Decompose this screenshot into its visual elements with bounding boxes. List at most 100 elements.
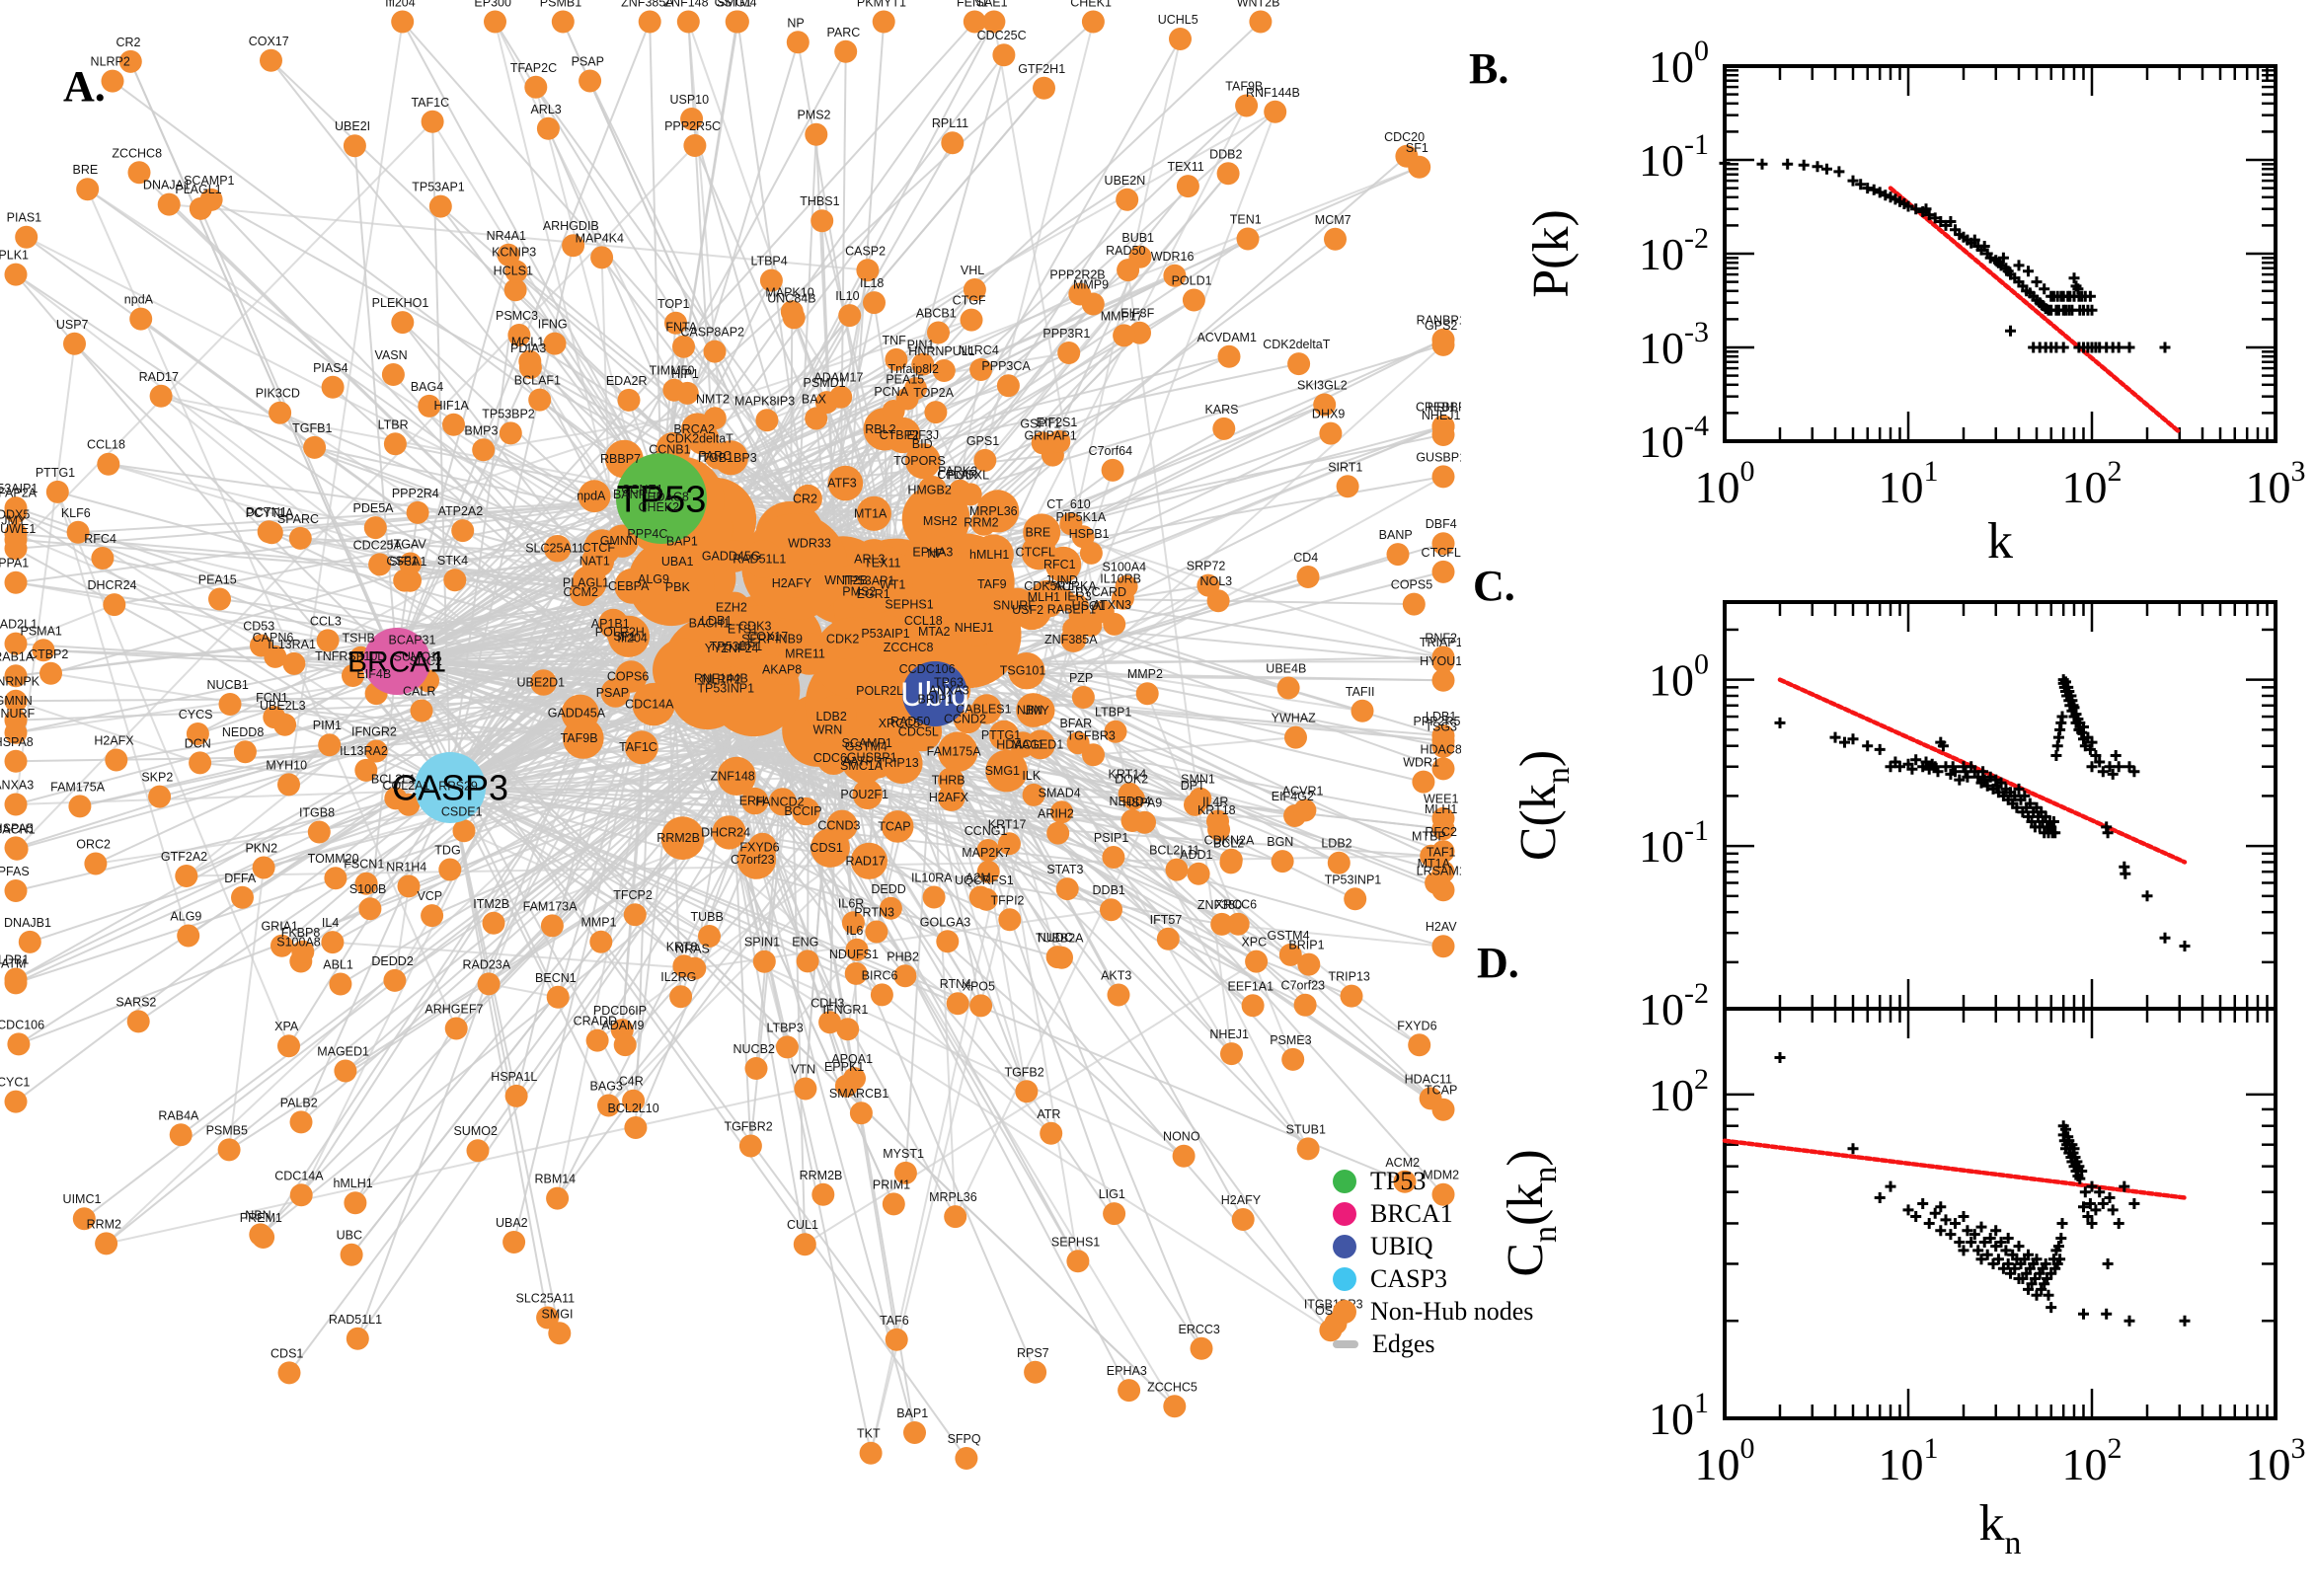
network-node-label: H2AFY bbox=[1221, 1193, 1262, 1207]
network-node-label: EDA2R bbox=[606, 374, 648, 388]
network-node bbox=[944, 1205, 966, 1228]
network-node bbox=[618, 389, 641, 412]
network-node-label: TOMM20 bbox=[308, 852, 359, 866]
network-node bbox=[1033, 77, 1055, 100]
network-node-label: PARC bbox=[826, 26, 860, 39]
network-node bbox=[1277, 677, 1300, 700]
network-node-label: SARS2 bbox=[116, 995, 156, 1009]
network-node-label: SUMO2 bbox=[453, 1124, 498, 1138]
network-node-label: PTTG1 bbox=[36, 466, 75, 480]
network-node-label: USP10 bbox=[669, 93, 709, 107]
network-node-label: DCN bbox=[185, 736, 211, 750]
scatter-point bbox=[1875, 744, 1886, 755]
network-node-label: TNFRSF10D bbox=[315, 649, 386, 663]
network-node bbox=[1408, 156, 1430, 179]
node-swatch-icon bbox=[1333, 1300, 1356, 1324]
network-node-label: Ifi204 bbox=[385, 0, 416, 10]
network-node bbox=[1117, 259, 1139, 281]
network-node bbox=[63, 333, 86, 355]
network-node bbox=[150, 385, 173, 408]
network-node-label: KRT14 bbox=[1109, 768, 1147, 782]
network-node-label: GOLGA3 bbox=[920, 915, 970, 929]
network-node bbox=[1188, 863, 1210, 885]
network-node-label: MSH2 bbox=[923, 514, 958, 528]
network-node bbox=[1015, 1080, 1038, 1102]
network-node bbox=[391, 11, 414, 34]
network-node bbox=[992, 43, 1015, 66]
network-node bbox=[1100, 898, 1122, 921]
network-node-label: CYC1 bbox=[0, 1076, 30, 1090]
network-node-label: FEN1 bbox=[957, 0, 988, 10]
network-node-label: IL2RG bbox=[660, 970, 696, 984]
y-tick-label: 10-2 bbox=[1639, 222, 1709, 279]
scatter-point bbox=[1903, 1204, 1914, 1215]
y-tick-label: 10-1 bbox=[1639, 814, 1709, 872]
x-tick-label: 101 bbox=[1879, 1432, 1939, 1489]
network-node-label: CDC5L bbox=[898, 724, 939, 738]
network-node-label: RPS29 bbox=[438, 780, 478, 794]
network-node-label: UNC84B bbox=[767, 291, 815, 305]
network-node bbox=[231, 886, 254, 909]
network-node-label: MMP17 bbox=[1101, 309, 1143, 323]
network-node-label: PSME3 bbox=[1270, 1033, 1311, 1047]
network-node-label: FAM173A bbox=[523, 899, 579, 913]
network-node-label: PMS2 bbox=[797, 109, 830, 122]
network-node-label: H2AFX bbox=[929, 791, 969, 804]
network-node-label: NAT1 bbox=[579, 555, 610, 569]
network-node bbox=[1432, 935, 1455, 957]
network-node-label: IL6 bbox=[846, 924, 863, 938]
network-node-label: BRE bbox=[1026, 525, 1051, 539]
network-node-label: SERPINB9 bbox=[741, 632, 803, 646]
network-node-label: TAF1C bbox=[411, 96, 449, 110]
network-node bbox=[318, 733, 341, 756]
network-node bbox=[669, 985, 692, 1008]
network-node-label: POLD1 bbox=[1172, 274, 1212, 288]
network-node-label: PIAS1 bbox=[7, 211, 41, 225]
network-node bbox=[941, 131, 964, 154]
network-node bbox=[1232, 1208, 1255, 1231]
network-node bbox=[1249, 11, 1272, 34]
network-node-label: HYOU1 bbox=[1420, 654, 1461, 668]
network-node bbox=[1297, 1137, 1320, 1160]
network-node-label: EZH2 bbox=[716, 600, 747, 614]
network-node-label: CR2 bbox=[793, 492, 817, 505]
network-node-label: COPS6 bbox=[607, 670, 649, 684]
x-tick-label: 100 bbox=[1695, 455, 1755, 512]
network-node bbox=[961, 309, 983, 332]
network-node-label: PKN2 bbox=[245, 842, 277, 856]
network-node-label: ORC2 bbox=[76, 838, 111, 852]
fit-line bbox=[1891, 189, 2180, 432]
network-node-label: FCN1 bbox=[256, 691, 288, 705]
y-axis-title-C: C(kn​) bbox=[1510, 750, 1577, 861]
y-tick-label: 10-3 bbox=[1639, 316, 1709, 373]
network-node bbox=[998, 908, 1021, 931]
network-node-label: TRIP13 bbox=[877, 756, 918, 770]
network-node-label: PEA15 bbox=[886, 373, 924, 387]
network-node-label: GTF2H1 bbox=[1018, 62, 1065, 76]
network-node-label: PSAP bbox=[596, 686, 629, 700]
network-node-label: TP63 bbox=[934, 676, 964, 690]
axis-frame bbox=[1725, 602, 2276, 1009]
network-node-label: VCP bbox=[417, 889, 442, 903]
network-node-label: EIF3J bbox=[906, 428, 939, 442]
network-node-label: RABEP1 bbox=[1047, 603, 1096, 617]
scatter-point bbox=[2160, 933, 2171, 944]
network-node bbox=[384, 432, 407, 455]
network-node bbox=[500, 421, 522, 444]
network-node-label: GTF2A2 bbox=[161, 850, 207, 864]
network-node-label: HCLS1 bbox=[494, 264, 533, 277]
network-node bbox=[278, 1361, 301, 1384]
network-node-label: NEDD8 bbox=[222, 725, 264, 739]
network-node-label: BAP1 bbox=[896, 1406, 928, 1420]
scatter-point bbox=[2105, 1192, 2116, 1203]
network-node-label: PDIA3 bbox=[510, 342, 546, 355]
network-node-label: SPARC bbox=[277, 512, 319, 526]
network-node-label: ENG bbox=[792, 935, 818, 949]
network-node-label: UBA2 bbox=[496, 1216, 528, 1230]
network-node-label: LDB2 bbox=[1321, 837, 1351, 851]
network-node-label: KLF6 bbox=[61, 506, 91, 520]
network-node bbox=[290, 1183, 313, 1206]
network-node-label: DHCR24 bbox=[87, 578, 136, 592]
network-node-label: CCL3 bbox=[310, 614, 342, 628]
